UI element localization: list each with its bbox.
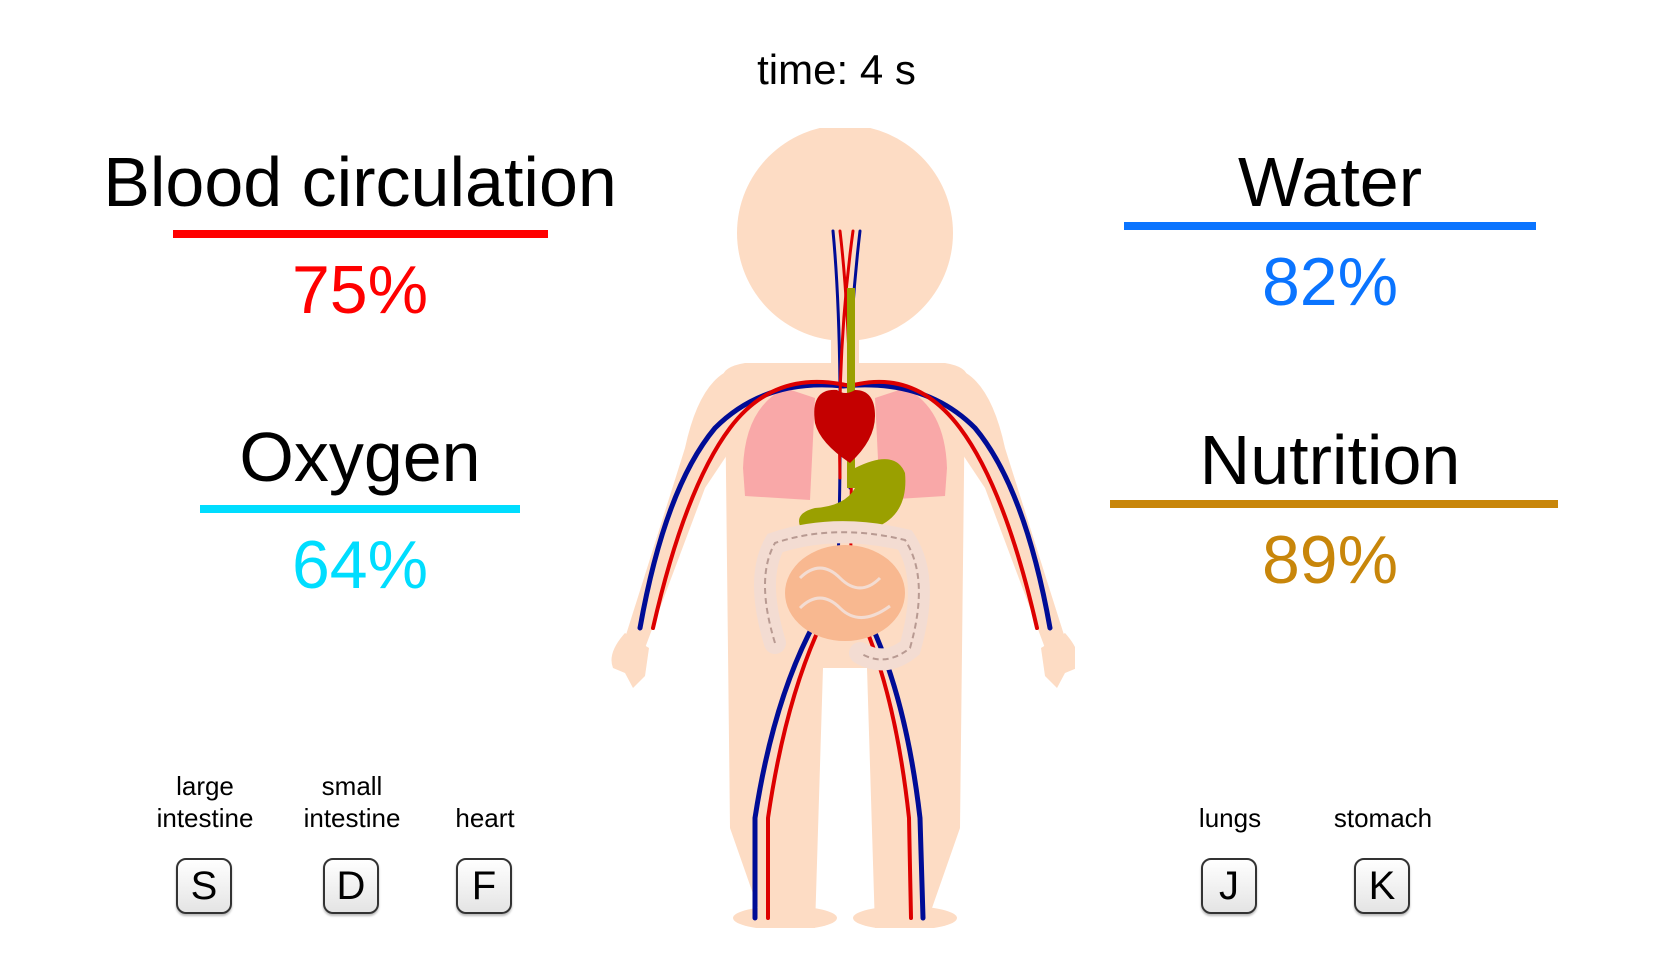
stat-underline (1110, 500, 1558, 508)
stat-value: 89% (1261, 522, 1399, 598)
stat-title: Nutrition (1199, 421, 1461, 499)
stat-title: Blood circulation (103, 143, 617, 221)
timer-display: time: 4 s (757, 46, 916, 93)
large-intestine-outline (764, 531, 920, 661)
stat-underline (172, 230, 548, 238)
stat-water: Water 82% (1110, 142, 1550, 322)
stat-oxygen: Oxygen 64% (100, 417, 620, 605)
human-body-diagram (611, 128, 1075, 928)
stat-value: 75% (291, 252, 429, 328)
stat-value: 82% (1261, 244, 1399, 320)
key-label-large-intestine: large intestine (156, 771, 254, 833)
key-k-button[interactable]: K (1354, 858, 1410, 914)
key-j-button[interactable]: J (1201, 858, 1257, 914)
stat-title: Water (1237, 143, 1423, 221)
key-d-button[interactable]: D (323, 858, 379, 914)
key-label-lungs: lungs (1198, 803, 1262, 833)
key-f-button[interactable]: F (456, 858, 512, 914)
key-s-button[interactable]: S (176, 858, 232, 914)
heart-organ (814, 389, 875, 463)
stat-nutrition: Nutrition 89% (1110, 420, 1558, 600)
stat-blood-circulation: Blood circulation 75% (100, 142, 620, 330)
lungs-organ (743, 388, 947, 500)
key-label-small-intestine: small intestine (303, 771, 401, 833)
stat-title: Oxygen (239, 418, 481, 496)
stat-underline (200, 505, 520, 513)
stat-underline (1124, 222, 1536, 230)
small-intestine-loops (798, 566, 891, 619)
stat-value: 64% (291, 527, 429, 603)
small-intestine-organ (785, 545, 905, 641)
stomach-organ (799, 459, 906, 534)
key-label-heart: heart (455, 803, 515, 833)
key-label-stomach: stomach (1333, 803, 1433, 833)
